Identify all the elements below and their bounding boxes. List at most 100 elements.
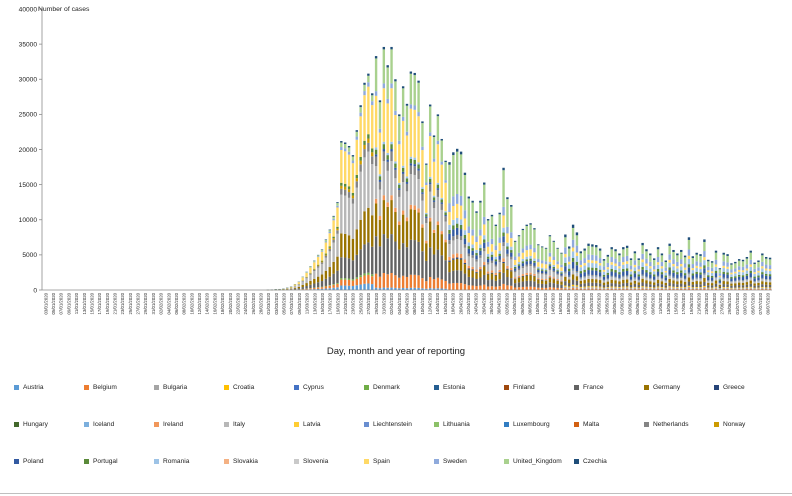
bar-stacks xyxy=(266,46,772,291)
bar-segment-germany xyxy=(309,280,312,285)
bar-segment-france xyxy=(510,278,513,286)
bar-segment-sweden xyxy=(598,258,602,264)
bar-stack xyxy=(571,224,575,290)
x-tick-label: 27/03/2020 xyxy=(366,292,371,314)
bar-segment-italy xyxy=(467,256,470,266)
bar-segment-belgium xyxy=(533,286,536,290)
bar-segment-belgium xyxy=(741,289,745,290)
bar-segment-portugal xyxy=(741,275,745,278)
bar-segment-portugal xyxy=(394,163,397,168)
bar-segment-portugal xyxy=(610,269,613,272)
bar-segment-netherlands xyxy=(726,278,729,279)
x-tick-label: 09/07/2020 xyxy=(766,292,771,314)
x-tick-label: 12/05/2020 xyxy=(543,292,548,314)
bar-segment-czechia xyxy=(510,205,513,207)
bar-segment-belgium xyxy=(695,288,698,290)
bar-segment-poland xyxy=(734,277,737,281)
bar-segment-netherlands xyxy=(502,242,505,246)
bar-segment-united_kingdom xyxy=(672,251,675,260)
bar-stack xyxy=(552,240,555,290)
bar-segment-united_kingdom xyxy=(413,75,416,106)
bar-segment-belgium xyxy=(398,277,401,289)
bar-segment-sweden xyxy=(363,91,366,96)
bar-segment-germany xyxy=(494,275,498,281)
bar-segment-italy xyxy=(583,277,586,281)
bar-segment-denmark xyxy=(328,285,331,286)
x-tick-label: 11/03/2020 xyxy=(305,292,310,314)
bar-segment-germany xyxy=(714,280,718,284)
bar-segment-ireland xyxy=(544,279,548,281)
bar-segment-netherlands xyxy=(498,259,501,263)
bar-segment-poland xyxy=(409,163,413,166)
bar-segment-netherlands xyxy=(645,276,648,278)
bar-segment-france xyxy=(540,283,544,288)
bar-segment-poland xyxy=(749,273,752,278)
x-tick-label: 29/06/2020 xyxy=(727,292,732,314)
bar-segment-sweden xyxy=(649,261,652,267)
bar-segment-romania xyxy=(703,260,706,266)
bar-segment-germany xyxy=(533,276,536,282)
bar-segment-germany xyxy=(513,279,517,284)
bar-segment-poland xyxy=(571,261,575,269)
bar-segment-germany xyxy=(486,274,490,281)
bar-segment-sweden xyxy=(432,158,436,162)
bar-segment-romania xyxy=(483,235,486,240)
bar-segment-bulgaria xyxy=(703,286,706,289)
bar-segment-romania xyxy=(737,271,741,275)
x-tick-label: 07/07/2020 xyxy=(758,292,763,314)
bar-segment-sweden xyxy=(409,104,413,109)
bar-segment-portugal xyxy=(687,264,691,268)
bar-segment-netherlands xyxy=(513,270,517,273)
bar-segment-czechia xyxy=(529,223,532,225)
bar-segment-belgium xyxy=(622,288,625,290)
bar-segment-portugal xyxy=(328,246,331,248)
bar-segment-romania xyxy=(637,271,640,275)
bar-segment-netherlands xyxy=(475,259,478,262)
bar-segment-portugal xyxy=(336,226,339,229)
bar-segment-poland xyxy=(517,265,521,269)
bar-segment-france xyxy=(664,285,667,288)
bar-segment-germany xyxy=(583,280,586,284)
legend-swatch xyxy=(154,422,159,427)
bar-segment-germany xyxy=(691,281,695,285)
bar-segment-france xyxy=(405,247,409,277)
bar-segment-united_kingdom xyxy=(591,246,594,255)
bar-segment-united_kingdom xyxy=(641,245,644,254)
bar-segment-sweden xyxy=(316,256,320,257)
bar-segment-sweden xyxy=(579,260,582,265)
bar-segment-netherlands xyxy=(448,240,451,244)
legend-label: France xyxy=(583,384,604,391)
bar-stack xyxy=(544,247,548,290)
bar-segment-belgium xyxy=(490,286,494,290)
bar-segment-romania xyxy=(467,242,470,247)
bar-segment-germany xyxy=(540,280,544,284)
bar-segment-czechia xyxy=(483,182,486,185)
bar-segment-romania xyxy=(649,268,652,273)
bar-segment-spain xyxy=(714,264,718,267)
legend-swatch xyxy=(434,422,439,427)
bar-segment-sweden xyxy=(749,259,752,265)
bar-segment-czechia xyxy=(525,224,528,226)
bar-segment-poland xyxy=(486,258,490,263)
bar-stack xyxy=(703,239,706,290)
x-tick-label: 07/01/2020 xyxy=(59,292,64,314)
bar-segment-belgium xyxy=(386,274,389,288)
bar-segment-france xyxy=(753,285,756,288)
legend-swatch xyxy=(14,459,19,464)
legend-item: Slovenia xyxy=(294,458,364,465)
bar-segment-austria xyxy=(344,285,347,290)
bar-segment-united_kingdom xyxy=(726,255,729,263)
bar-segment-bulgaria xyxy=(633,287,637,289)
bar-segment-italy xyxy=(347,197,351,236)
bar-segment-spain xyxy=(475,242,478,250)
bar-segment-portugal xyxy=(409,158,413,164)
bar-stack xyxy=(533,228,536,290)
bar-segment-france xyxy=(440,255,443,280)
bar-segment-france xyxy=(425,260,428,282)
bar-segment-netherlands xyxy=(309,273,312,275)
bar-segment-united_kingdom xyxy=(506,199,509,227)
bar-segment-italy xyxy=(305,278,308,284)
bar-segment-belgium xyxy=(571,288,575,290)
bar-segment-france xyxy=(687,281,691,286)
bar-segment-sweden xyxy=(765,264,768,269)
